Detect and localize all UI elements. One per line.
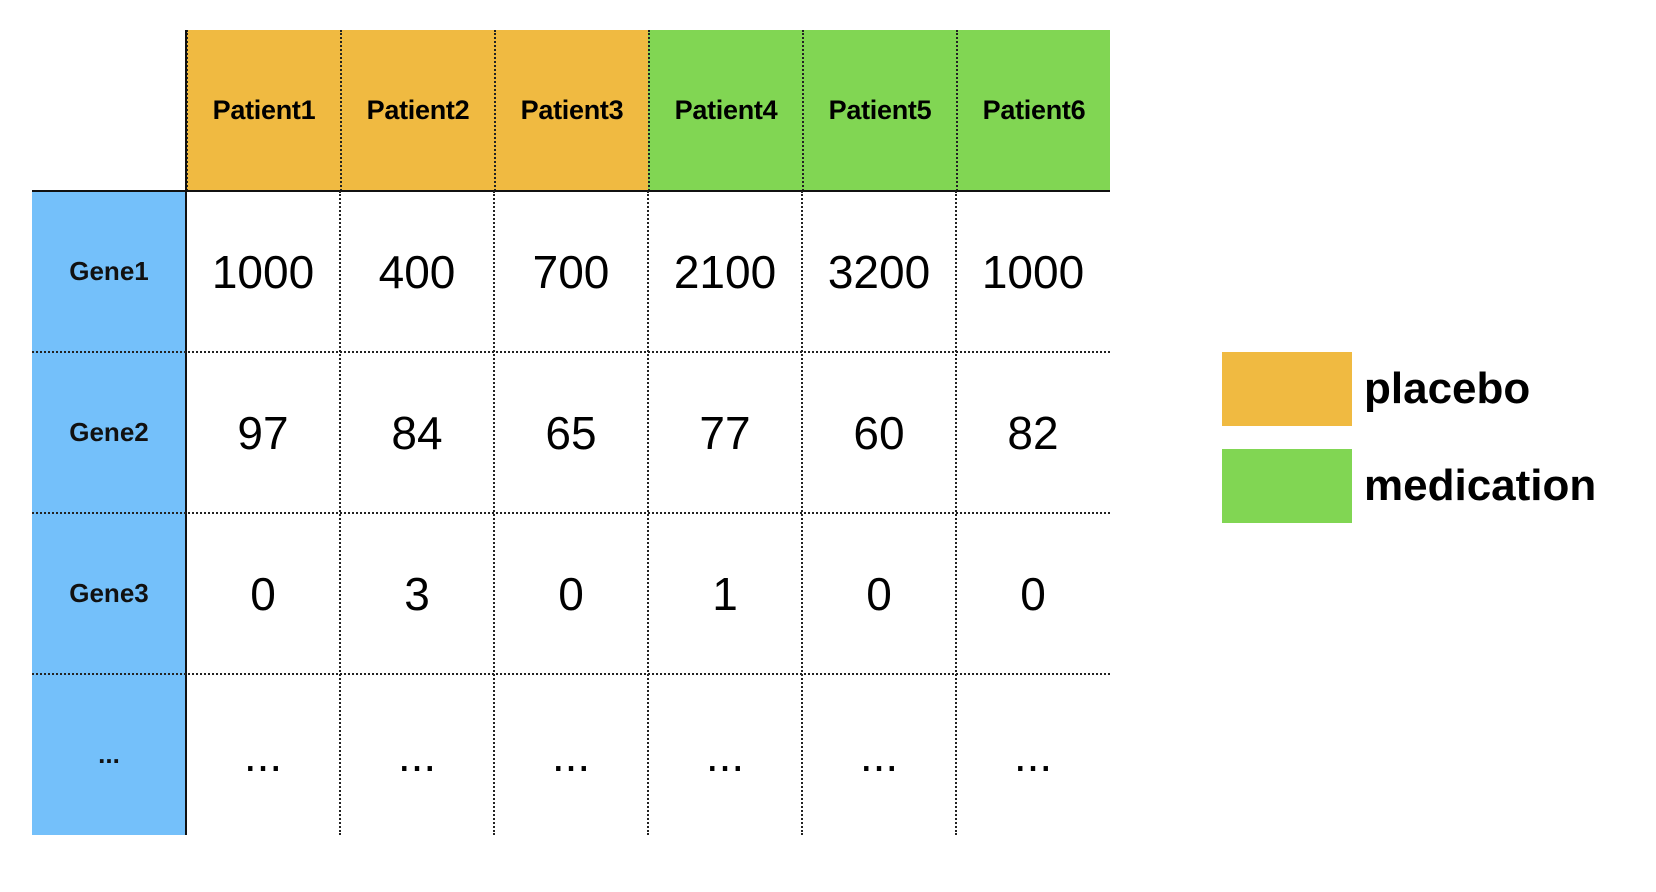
- row-gridline: [32, 673, 1110, 675]
- column-header-patient6: Patient6: [956, 30, 1110, 191]
- column-header-patient2: Patient2: [340, 30, 494, 191]
- table-cell: 60: [853, 406, 905, 459]
- legend-label-medication: medication: [1364, 461, 1597, 510]
- table-cell: ...: [705, 728, 745, 781]
- table-cell: ...: [397, 728, 437, 781]
- column-header-patient1: Patient1: [186, 30, 340, 191]
- legend-swatch-medication: [1222, 449, 1352, 523]
- row-header-divider: [185, 30, 187, 835]
- row-header-gene2: Gene2: [32, 352, 186, 513]
- table-cell: 65: [545, 406, 597, 459]
- table-cell: 0: [1020, 567, 1046, 620]
- legend-swatch-placebo: [1222, 352, 1352, 426]
- table-cell: 700: [532, 245, 610, 298]
- table-cell: 0: [866, 567, 892, 620]
- table-cell: 2100: [673, 245, 777, 298]
- table-cell: ...: [243, 728, 283, 781]
- table-cell: 0: [250, 567, 276, 620]
- table-cell: 1: [712, 567, 738, 620]
- row-gridline: [32, 512, 1110, 514]
- row-gridline: [32, 351, 1110, 353]
- table-cell: 3200: [827, 245, 931, 298]
- table-cell: 0: [558, 567, 584, 620]
- table-cell: 82: [1007, 406, 1059, 459]
- legend-label-placebo: placebo: [1364, 364, 1531, 413]
- table-cell: 3: [404, 567, 430, 620]
- row-header-gene1: Gene1: [32, 191, 186, 352]
- table-cell: 77: [699, 406, 751, 459]
- table-cell: ...: [1013, 728, 1053, 781]
- table-cell: 1000: [211, 245, 315, 298]
- header-divider: [32, 190, 1110, 192]
- row-header-gene3: Gene3: [32, 513, 186, 674]
- table-cell: 1000: [981, 245, 1085, 298]
- column-header-patient5: Patient5: [802, 30, 956, 191]
- table-cell: ...: [551, 728, 591, 781]
- row-header-ellipsis: ...: [32, 674, 186, 835]
- column-header-patient3: Patient3: [494, 30, 648, 191]
- table-cell: 97: [237, 406, 289, 459]
- table-cell: 84: [391, 406, 443, 459]
- table-cell: ...: [859, 728, 899, 781]
- table-cell: 400: [378, 245, 456, 298]
- column-header-patient4: Patient4: [648, 30, 802, 191]
